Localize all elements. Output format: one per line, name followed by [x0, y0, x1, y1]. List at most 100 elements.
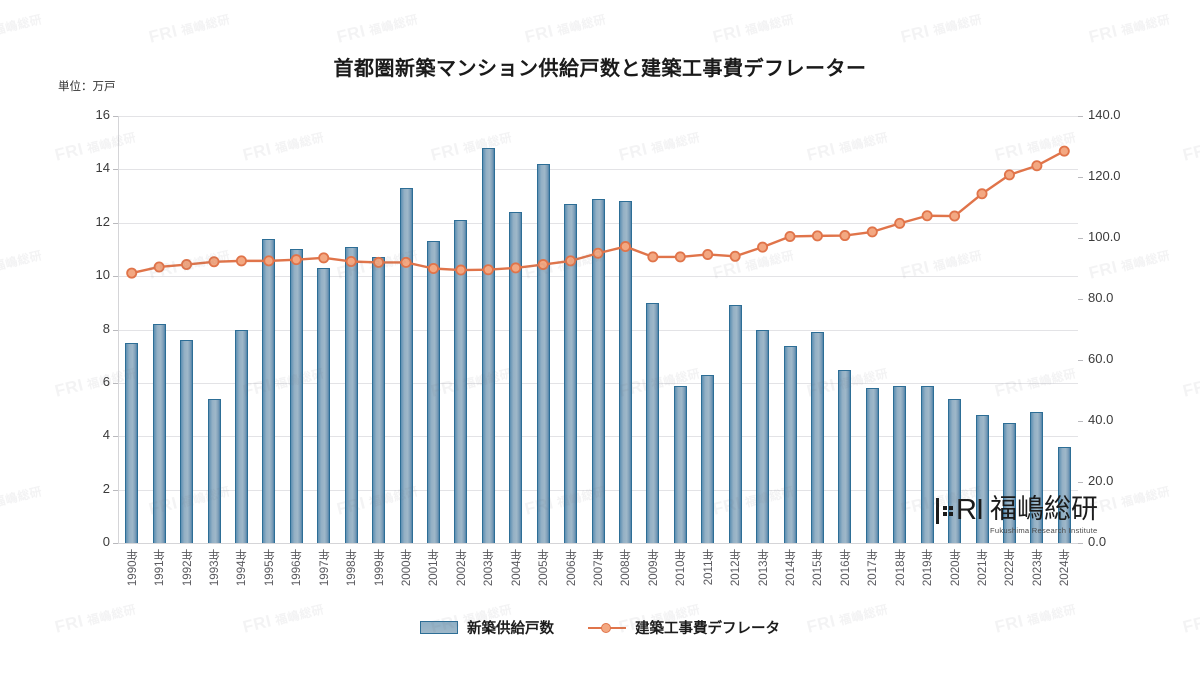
- bar-2014年[interactable]: [783, 345, 797, 543]
- bar-2013年[interactable]: [756, 329, 770, 543]
- marker-2014年[interactable]: [784, 230, 796, 242]
- marker-1991年[interactable]: [153, 261, 165, 273]
- chart-legend: 新築供給戸数 建築工事費デフレータ: [0, 617, 1200, 638]
- x-axis-label-2018年: 2018年: [894, 549, 907, 587]
- bar-2005年[interactable]: [536, 164, 550, 543]
- bar-1997年[interactable]: [317, 268, 331, 543]
- y-axis-tickmark-left: [113, 116, 118, 117]
- x-axis-label-2016年: 2016年: [839, 549, 852, 587]
- bar-2011年[interactable]: [701, 374, 715, 543]
- plot-area: [118, 116, 1078, 544]
- marker-2004年[interactable]: [510, 262, 522, 274]
- marker-2019年[interactable]: [921, 210, 933, 222]
- bar-2017年[interactable]: [865, 388, 879, 543]
- line-series-layer: [126, 145, 1070, 279]
- bar-2006年[interactable]: [564, 204, 578, 543]
- brand-name-jp: 福嶋総研: [990, 494, 1098, 524]
- marker-1997年[interactable]: [318, 252, 330, 264]
- x-axis-label-2021年: 2021年: [977, 549, 989, 587]
- bar-2018年[interactable]: [893, 385, 907, 543]
- watermark: FRI福嶋総研: [1086, 12, 1172, 47]
- marker-1994年[interactable]: [235, 255, 247, 267]
- marker-1999年[interactable]: [373, 256, 385, 268]
- bar-2003年[interactable]: [481, 148, 495, 543]
- bar-2024年[interactable]: [1057, 446, 1071, 543]
- bar-2023年[interactable]: [1030, 412, 1044, 543]
- bar-1993年[interactable]: [207, 398, 221, 543]
- y-axis-tickmark-left: [113, 436, 118, 438]
- bar-2007年[interactable]: [591, 198, 605, 543]
- x-axis-label-1990年: 1990年: [126, 549, 139, 587]
- marker-2022年[interactable]: [1003, 169, 1015, 181]
- marker-1996年[interactable]: [290, 254, 302, 266]
- marker-2010年[interactable]: [674, 251, 686, 263]
- x-axis-label-2005年: 2005年: [538, 549, 551, 587]
- marker-2021年[interactable]: [976, 188, 988, 200]
- marker-2006年[interactable]: [565, 255, 577, 267]
- y-axis-tickmark-right: [1078, 177, 1083, 178]
- bar-1992年[interactable]: [180, 340, 194, 543]
- marker-2020年[interactable]: [949, 210, 961, 222]
- marker-2015年[interactable]: [811, 230, 823, 242]
- marker-2011年[interactable]: [702, 248, 714, 260]
- bar-2016年[interactable]: [838, 369, 852, 543]
- x-axis-label-2024年: 2024年: [1059, 549, 1072, 587]
- x-axis-label-1992年: 1992年: [181, 549, 194, 587]
- bar-2015年[interactable]: [810, 332, 824, 543]
- x-axis-label-2020年: 2020年: [949, 549, 962, 587]
- x-axis-label-1998年: 1998年: [346, 549, 359, 587]
- bar-2021年[interactable]: [975, 414, 989, 543]
- bar-2012年[interactable]: [728, 305, 742, 543]
- marker-2008年[interactable]: [619, 241, 631, 253]
- bar-1995年[interactable]: [262, 238, 276, 543]
- x-axis-label-2012年: 2012年: [730, 549, 743, 587]
- bar-2008年[interactable]: [618, 201, 632, 543]
- marker-2005年[interactable]: [537, 259, 549, 271]
- marker-1990年[interactable]: [126, 267, 138, 279]
- bar-1994年[interactable]: [234, 329, 248, 543]
- marker-2009年[interactable]: [647, 251, 659, 263]
- y-axis-tick-left: 16: [95, 107, 110, 122]
- x-axis-label-2003年: 2003年: [483, 549, 496, 587]
- marker-1992年[interactable]: [181, 259, 193, 271]
- bar-2004年[interactable]: [509, 212, 523, 543]
- gridline: [118, 169, 1078, 171]
- legend-item-line[interactable]: 建築工事費デフレータ: [588, 617, 780, 638]
- bar-1996年[interactable]: [289, 249, 303, 543]
- legend-label-line: 建築工事費デフレータ: [635, 621, 780, 637]
- bar-2000年[interactable]: [399, 188, 413, 543]
- watermark: FRI福嶋総研: [146, 12, 232, 47]
- watermark: FRI福嶋総研: [334, 12, 420, 47]
- x-axis-label-2014年: 2014年: [785, 549, 797, 587]
- marker-2012年[interactable]: [729, 250, 741, 262]
- y-axis-tickmark-left: [113, 222, 118, 224]
- bar-1998年[interactable]: [344, 246, 358, 543]
- marker-2013年[interactable]: [757, 241, 769, 253]
- marker-1995年[interactable]: [263, 255, 275, 267]
- marker-2000年[interactable]: [400, 256, 412, 268]
- bar-2019年[interactable]: [920, 385, 934, 543]
- bar-2001年[interactable]: [426, 241, 440, 543]
- marker-2017年[interactable]: [866, 226, 878, 238]
- bar-2010年[interactable]: [673, 385, 687, 543]
- x-axis-label-2019年: 2019年: [922, 549, 935, 587]
- bar-1991年[interactable]: [152, 324, 166, 543]
- legend-item-bar[interactable]: 新築供給戸数: [420, 617, 554, 638]
- y-axis-tickmark-right: [1078, 482, 1083, 483]
- marker-2016年[interactable]: [839, 230, 851, 242]
- marker-2024年[interactable]: [1058, 145, 1070, 157]
- marker-2001年[interactable]: [427, 262, 439, 274]
- watermark: FRI福嶋総研: [898, 12, 984, 47]
- marker-2023年[interactable]: [1031, 160, 1043, 172]
- bar-2002年[interactable]: [454, 220, 468, 543]
- bar-2022年[interactable]: [1002, 422, 1016, 543]
- marker-1998年[interactable]: [345, 255, 357, 267]
- marker-2002年[interactable]: [455, 264, 467, 276]
- marker-2018年[interactable]: [894, 217, 906, 229]
- y-axis-tickmark-right: [1078, 421, 1083, 422]
- bar-1990年[interactable]: [125, 342, 139, 543]
- bar-2009年[interactable]: [646, 302, 660, 543]
- marker-1993年[interactable]: [208, 256, 220, 268]
- marker-2003年[interactable]: [482, 264, 494, 276]
- marker-2007年[interactable]: [592, 247, 604, 259]
